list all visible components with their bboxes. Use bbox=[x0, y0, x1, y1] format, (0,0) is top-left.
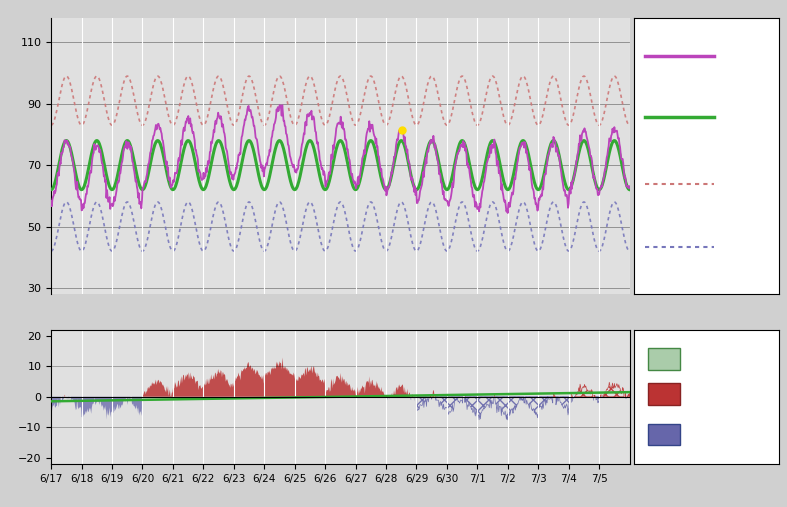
Bar bbox=[648, 423, 680, 445]
Bar bbox=[648, 348, 680, 370]
Bar bbox=[648, 383, 680, 405]
